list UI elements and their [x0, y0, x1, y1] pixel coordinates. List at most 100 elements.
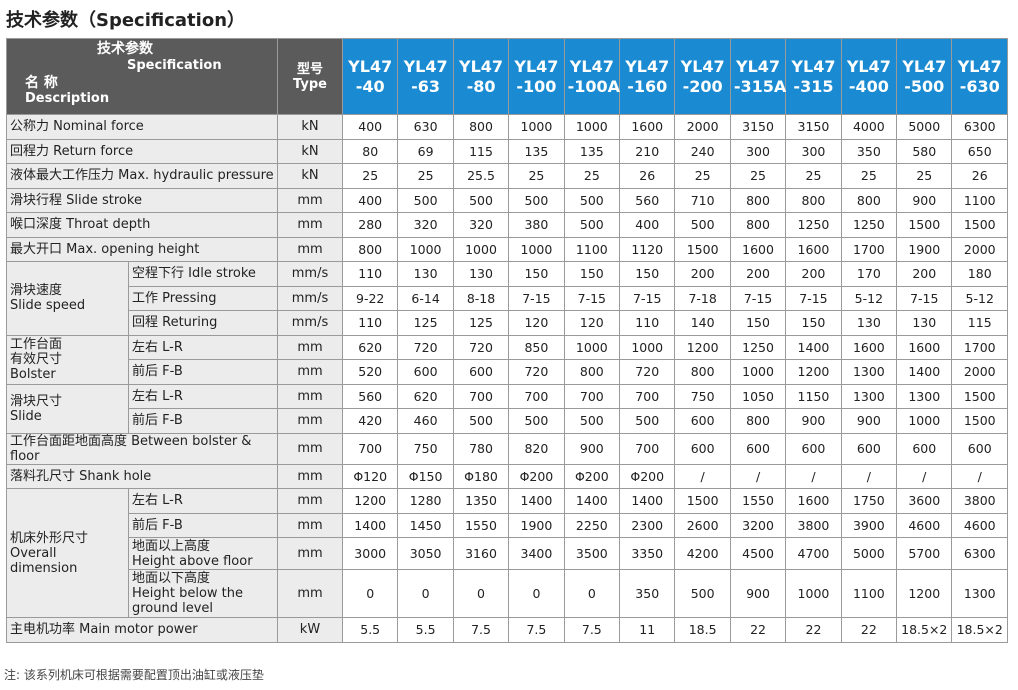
table-row: 工作台面 有效尺寸 Bolster 左右 L-R mm 620 720 720 850 100… [6, 334, 1008, 385]
value-cell: 240 [674, 138, 731, 164]
value-cell: 1400 [341, 512, 399, 538]
value-cell: 1600 [785, 488, 842, 514]
value-cell: 700 [452, 383, 510, 409]
value-cell: 1280 [397, 488, 454, 514]
value-cell: 350 [840, 138, 898, 164]
value-cell: 5.5 [341, 617, 399, 643]
value-cell: 320 [452, 212, 510, 238]
table-row: 回程力 Return force kN 80 69 115 135 135 210 240 300… [6, 138, 1008, 164]
value-cell: 25 [508, 163, 565, 189]
value-cell: 1000 [452, 236, 510, 262]
value-cell: 110 [619, 310, 676, 336]
value-cell: 1000 [896, 408, 953, 434]
value-cell: / [951, 463, 1008, 489]
value-cell: 18.5 [674, 617, 731, 643]
table-row: 液体最大工作压力 Max. hydraulic pressure kN 25 25 25… [6, 163, 1008, 189]
value-cell: 7-18 [674, 285, 731, 311]
value-cell: 125 [397, 310, 454, 336]
row-label: 左右 L-R [128, 383, 278, 409]
value-cell: / [840, 463, 898, 489]
model-header: YL47 -630 [951, 38, 1008, 115]
table-row: 滑块行程 Slide stroke mm 400 500 500 500 500 560 710… [6, 187, 1008, 213]
row-label: 最大开口 Max. opening height [6, 236, 278, 262]
value-cell: / [896, 463, 953, 489]
value-cell: 25 [674, 163, 731, 189]
value-cell: 850 [508, 334, 565, 360]
value-cell: 1300 [840, 383, 898, 409]
value-cell: 1700 [840, 236, 898, 262]
unit: kN [277, 163, 343, 189]
value-cell: 0 [341, 569, 399, 618]
value-cell: 320 [397, 212, 454, 238]
row-label: 工作台面距地面高度 Between bolster & floor [6, 432, 278, 465]
value-cell: 110 [341, 261, 399, 287]
value-cell: 1500 [896, 212, 953, 238]
value-cell: 200 [674, 261, 731, 287]
value-cell: 5000 [840, 537, 898, 570]
value-cell: 1900 [896, 236, 953, 262]
value-cell: 1250 [785, 212, 842, 238]
type-en: Type [293, 76, 327, 92]
value-cell: 5-12 [840, 285, 898, 311]
value-cell: 800 [729, 408, 787, 434]
value-cell: 3150 [785, 114, 842, 140]
value-cell: 600 [785, 432, 842, 465]
value-cell: 3400 [508, 537, 565, 570]
value-cell: 1000 [508, 114, 565, 140]
unit: mm [277, 537, 343, 570]
value-cell: 720 [508, 359, 565, 385]
model-header: YL47 -40 [341, 38, 399, 115]
row-label: 回程 Returing [128, 310, 278, 336]
value-cell: 3800 [951, 488, 1008, 514]
value-cell: 69 [397, 138, 454, 164]
value-cell: 700 [563, 383, 621, 409]
unit: mm [277, 383, 343, 409]
value-cell: 4700 [785, 537, 842, 570]
value-cell: Φ120 [341, 463, 399, 489]
value-cell: 750 [674, 383, 731, 409]
value-cell: 7.5 [563, 617, 621, 643]
spec-cn: 技术参数 [97, 41, 153, 57]
table-row: 滑块速度 Slide speed 空程下行 Idle stroke mm/s 110 1… [6, 261, 1008, 336]
value-cell: 1400 [508, 488, 565, 514]
table-row: 最大开口 Max. opening height mm 800 1000 1000 100… [6, 236, 1008, 262]
table-row: 机床外形尺寸 Overall dimension 左右 L-R mm 1200 1280… [6, 488, 1008, 618]
value-cell: 200 [729, 261, 787, 287]
value-cell: 800 [563, 359, 621, 385]
value-cell: 7.5 [508, 617, 565, 643]
value-cell: 280 [341, 212, 399, 238]
value-cell: 1000 [785, 569, 842, 618]
value-cell: 650 [951, 138, 1008, 164]
value-cell: 4500 [729, 537, 787, 570]
table-row: 前后 F-B mm 1400 1450 1550 1900 2250 2300 2600 3200… [7, 512, 1008, 538]
value-cell: 1200 [896, 569, 953, 618]
value-cell: 5700 [896, 537, 953, 570]
unit: mm/s [277, 261, 343, 287]
value-cell: 4200 [674, 537, 731, 570]
value-cell: 630 [397, 114, 454, 140]
value-cell: 560 [619, 187, 676, 213]
value-cell: 22 [840, 617, 898, 643]
table-row: 喉口深度 Throat depth mm 280 320 320 380 500 400 500… [6, 212, 1008, 238]
value-cell: 1000 [563, 334, 621, 360]
value-cell: 2000 [951, 359, 1008, 385]
desc-cn: 名 称 [25, 75, 58, 91]
row-label: 前后 F-B [128, 512, 278, 538]
value-cell: 7-15 [619, 285, 676, 311]
value-cell: 7-15 [563, 285, 621, 311]
value-cell: 1350 [452, 488, 510, 514]
value-cell: 5000 [896, 114, 953, 140]
value-cell: 7-15 [508, 285, 565, 311]
value-cell: 3900 [840, 512, 898, 538]
value-cell: Φ180 [452, 463, 510, 489]
value-cell: 4600 [951, 512, 1008, 538]
value-cell: 780 [452, 432, 510, 465]
value-cell: 700 [508, 383, 565, 409]
value-cell: 1200 [785, 359, 842, 385]
value-cell: 1600 [896, 334, 953, 360]
value-cell: 800 [674, 359, 731, 385]
value-cell: 800 [729, 212, 787, 238]
value-cell: 2600 [674, 512, 731, 538]
type-cn: 型号 [296, 61, 323, 77]
